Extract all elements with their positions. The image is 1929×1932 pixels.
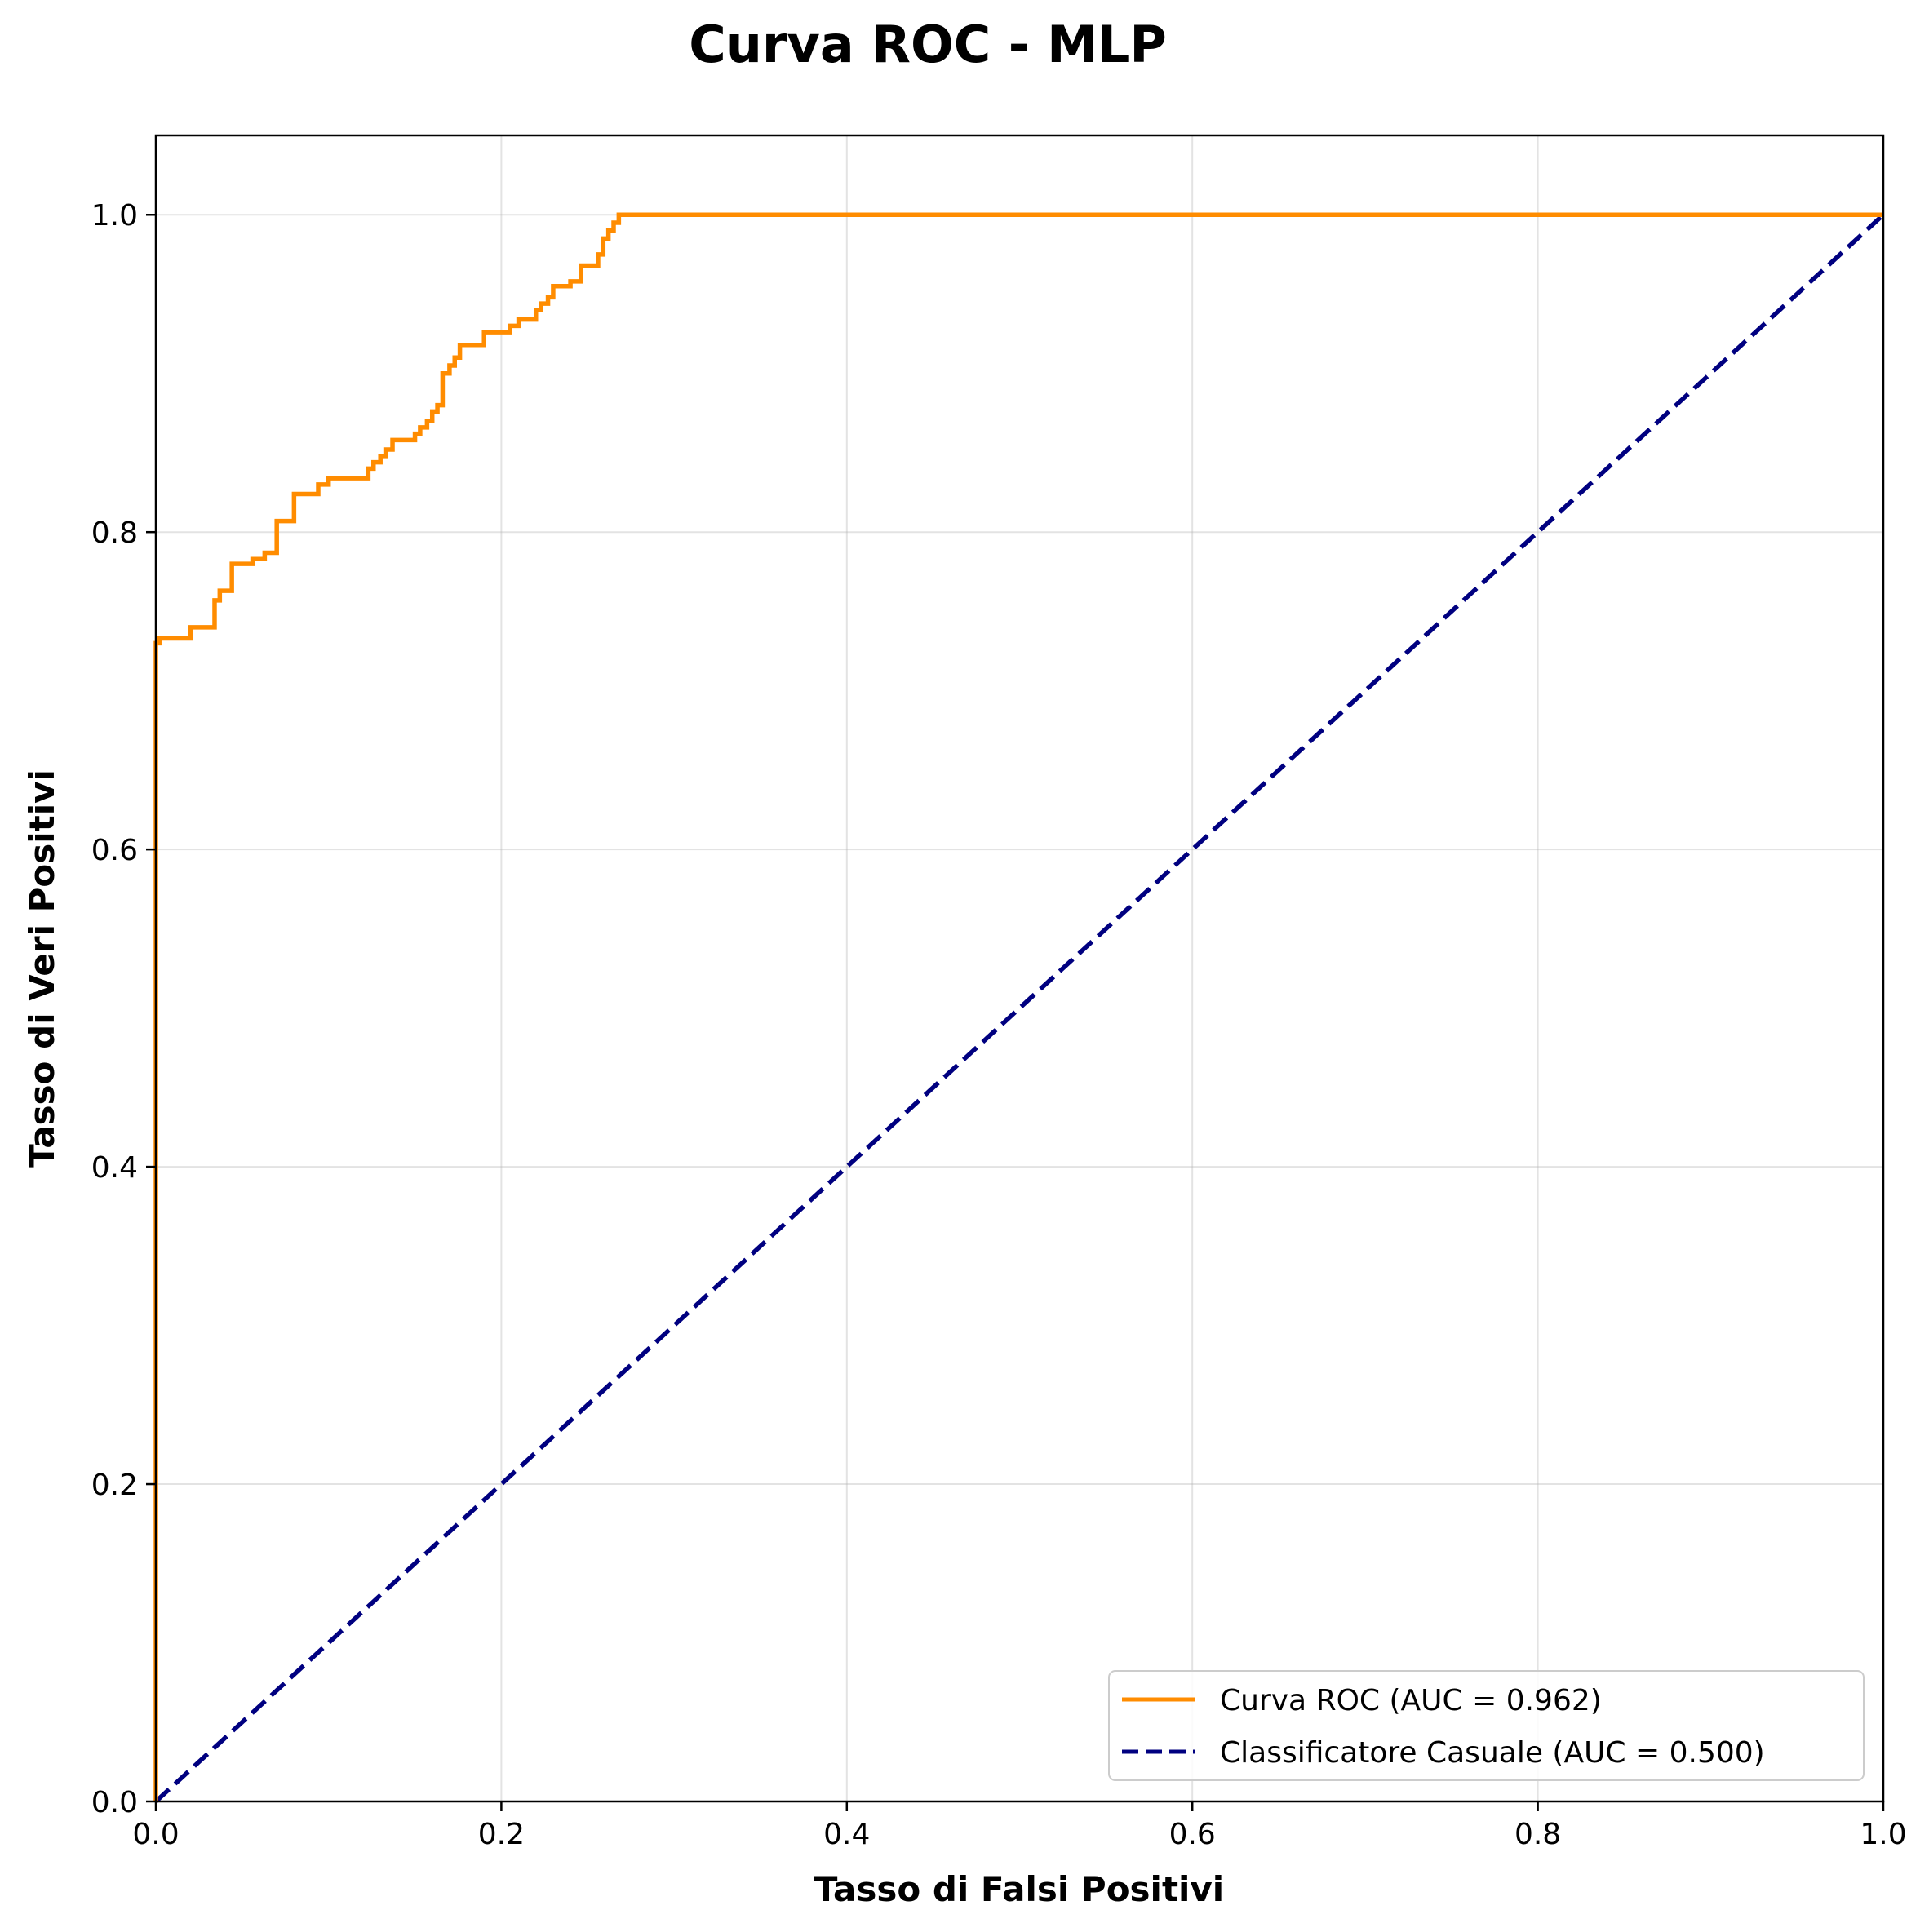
roc-curve-line	[153, 212, 1883, 1801]
x-tick-label: 0.6	[1169, 1818, 1216, 1851]
y-tick-label: 0.6	[91, 834, 138, 867]
y-tick-label: 0.0	[91, 1786, 138, 1819]
legend-label-random: Classificatore Casuale (AUC = 0.500)	[1220, 1736, 1765, 1770]
series-layer	[153, 212, 1885, 1804]
x-tick-label: 1.0	[1860, 1818, 1906, 1851]
x-tick-label: 0.8	[1514, 1818, 1561, 1851]
y-axis-label: Tasso di Veri Positivi	[22, 769, 62, 1168]
x-axis-ticks: 0.0 0.2 0.4 0.6 0.8 1.0	[132, 1801, 1907, 1851]
x-axis-label: Tasso di Falsi Positivi	[814, 1869, 1224, 1909]
y-tick-label: 0.8	[91, 516, 138, 550]
y-tick-label: 0.4	[91, 1151, 138, 1185]
plot-area-frame	[154, 134, 1885, 1803]
legend: Curva ROC (AUC = 0.962) Classificatore C…	[1108, 1670, 1865, 1781]
x-tick-label: 0.2	[478, 1818, 525, 1851]
x-tick-label: 0.0	[132, 1818, 179, 1851]
legend-label-roc: Curva ROC (AUC = 0.962)	[1220, 1684, 1602, 1717]
y-axis-ticks: 0.0 0.2 0.4 0.6 0.8 1.0	[91, 199, 156, 1819]
legend-box	[1108, 1670, 1865, 1781]
y-tick-label: 1.0	[91, 199, 138, 233]
y-tick-label: 0.2	[91, 1469, 138, 1502]
x-tick-label: 0.4	[823, 1818, 870, 1851]
chart-title: Curva ROC - MLP	[689, 15, 1167, 74]
